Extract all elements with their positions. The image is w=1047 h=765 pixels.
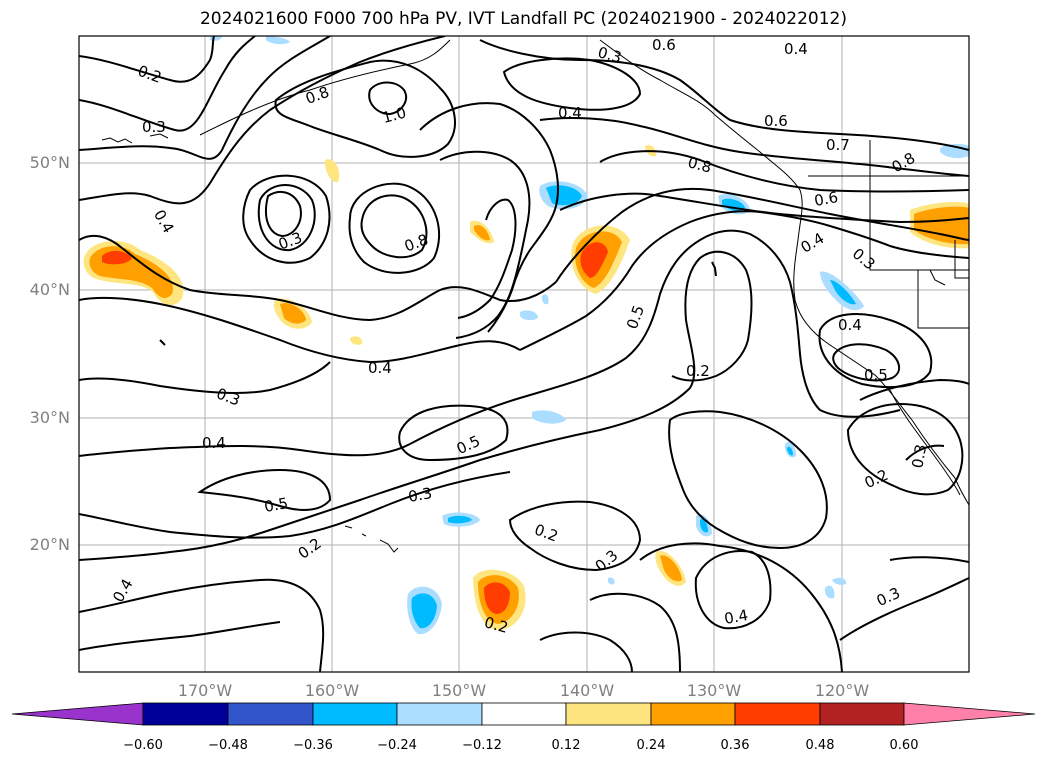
colorbar-segment [734,702,821,726]
coastlines [101,39,969,553]
contour-label: 0.3 [214,384,243,409]
colorbar-tick-label: 0.12 [551,738,581,753]
contour-label: 0.8 [686,153,714,177]
contour-labels: 0.2 0.3 0.8 1.0 0.4 0.3 0.6 0.4 0.6 0.7 … [109,36,930,637]
positive-ivt-patches [83,145,969,630]
contour-label: 0.3 [142,118,166,136]
contour-label: 0.5 [864,366,888,384]
lon-label-140w: 140°W [559,681,615,700]
contour-label: 1.0 [380,103,408,127]
colorbar-segment [396,702,483,726]
graticule [79,36,969,672]
contour-label: 0.6 [813,188,840,210]
contour-label: 0.2 [532,520,561,545]
lon-label-160w: 160°W [304,681,360,700]
colorbar-tick-label: 0.60 [889,738,919,753]
colorbar-tick-label: 0.48 [805,738,835,753]
lon-label-150w: 150°W [431,681,487,700]
negative-ivt-patches [210,36,969,635]
contour-label: 0.4 [368,359,392,377]
colorbar-segment [819,702,905,726]
pv-contours [79,36,969,672]
colorbar-tick-label: −0.12 [462,738,502,753]
contour-label: 0.4 [838,316,862,334]
contour-label: 0.4 [150,207,178,237]
colorbar-segment [312,702,398,726]
contour-label: 0.2 [482,613,510,637]
contour-label: 0.7 [826,136,850,154]
lat-label-40n: 40°N [29,280,70,299]
colorbar-tick-label: 0.24 [636,738,666,753]
contour-label: 0.3 [407,484,434,506]
contour-label: 0.3 [874,584,903,610]
contour-label: 0.4 [723,606,750,628]
colorbar-extend-high [903,702,1036,726]
map-plot-area: 0.2 0.3 0.8 1.0 0.4 0.3 0.6 0.4 0.6 0.7 … [79,36,969,672]
contour-label: 0.4 [798,229,828,257]
contour-label: 0.8 [889,149,919,177]
colorbar-segment [650,702,736,726]
colorbar-extend-low [11,702,144,726]
lon-label-170w: 170°W [177,681,233,700]
lat-label-30n: 30°N [29,408,70,427]
lat-label-20n: 20°N [29,535,70,554]
colorbar-tick-label: −0.24 [377,738,417,753]
contour-label: 0.3 [908,443,930,470]
colorbar-segment [481,702,567,726]
contour-label: 0.3 [849,244,879,273]
contour-label: 0.2 [295,534,325,562]
colorbar-tick-label: 0.36 [720,738,750,753]
map-frame [78,35,970,673]
lon-label-120w: 120°W [814,681,870,700]
colorbar-segment [565,702,652,726]
colorbar-tick-label: −0.48 [208,738,248,753]
colorbar [11,702,1036,726]
contour-label: 0.4 [784,40,808,58]
contour-label: 0.2 [135,62,164,87]
contour-label: 0.5 [623,303,648,332]
contour-label: 0.5 [263,494,290,516]
contour-label: 0.2 [686,362,710,380]
colorbar-segment [227,702,314,726]
contour-label: 0.3 [276,228,305,253]
map-title: 2024021600 F000 700 hPa PV, IVT Landfall… [199,9,847,29]
contour-label: 0.3 [596,43,624,67]
contour-label: 0.6 [764,112,788,130]
colorbar-segment [142,702,229,726]
contour-label: 0.4 [202,434,226,452]
colorbar-tick-label: −0.60 [123,738,163,753]
contour-label: 0.4 [558,104,582,122]
contour-label: 0.6 [652,36,676,54]
lat-label-50n: 50°N [29,153,70,172]
contour-label: 0.3 [592,546,622,575]
lon-label-130w: 130°W [686,681,742,700]
colorbar-tick-label: −0.36 [293,738,333,753]
